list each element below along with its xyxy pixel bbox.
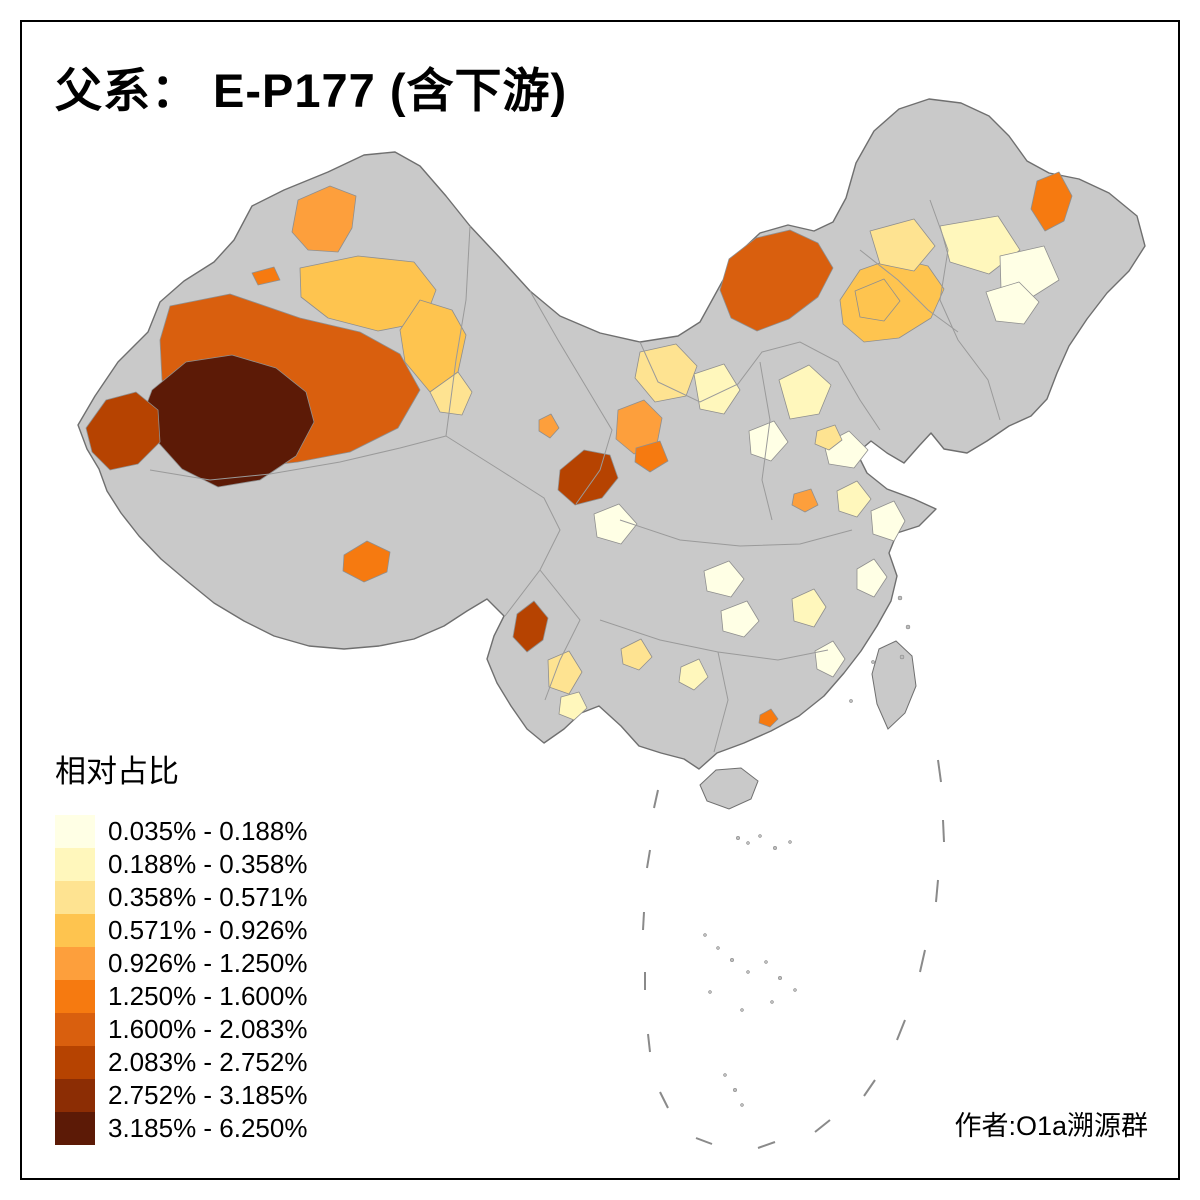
region-yunnan-pale-b — [558, 691, 588, 721]
region-heilongjiang-orange — [1030, 171, 1073, 232]
region-qinghai-dot — [538, 413, 560, 439]
legend-item: 1.600% - 2.083% — [55, 1013, 307, 1046]
region-guizhou-patch — [620, 638, 653, 671]
legend-swatch — [55, 1079, 95, 1112]
region-jiangxi-pale — [791, 588, 827, 628]
region-zhejiang-pale — [856, 558, 888, 598]
hainan-island — [699, 767, 759, 810]
legend-swatch — [55, 848, 95, 881]
region-inner-mongolia-dark — [719, 229, 834, 332]
region-nm-patch-a — [869, 218, 936, 272]
region-lanzhou-dark-dot — [634, 440, 669, 473]
legend-item-label: 0.571% - 0.926% — [108, 915, 308, 945]
province-borders — [149, 199, 1001, 753]
region-altay-north — [291, 185, 357, 253]
legend-items: 0.035% - 0.188% 0.188% - 0.358% 0.358% - 0… — [55, 815, 307, 1145]
legend-swatch — [55, 1046, 95, 1079]
legend-item: 0.358% - 0.571% — [55, 881, 307, 914]
legend-title: 相对占比 — [55, 754, 179, 789]
legend-item-label: 0.926% - 1.250% — [108, 948, 308, 978]
legend-item-label: 1.600% - 2.083% — [108, 1014, 308, 1044]
region-jiangsu-pale — [870, 500, 906, 542]
legend-swatch — [55, 815, 95, 848]
region-hami-south — [429, 371, 473, 416]
region-longdong-patch — [634, 343, 698, 403]
legend-swatch — [55, 881, 95, 914]
region-hanzhong-pale — [593, 503, 638, 545]
legend-item: 1.250% - 1.600% — [55, 980, 307, 1013]
region-guangxi-patch — [678, 658, 709, 691]
legend-item: 0.926% - 1.250% — [55, 947, 307, 980]
attribution-text: 作者:O1a溯源群 — [954, 1111, 1148, 1141]
legend-swatch — [55, 980, 95, 1013]
legend-swatch — [55, 947, 95, 980]
legend-item-label: 0.358% - 0.571% — [108, 882, 308, 912]
legend-swatch — [55, 1112, 95, 1145]
legend-item-label: 0.188% - 0.358% — [108, 849, 308, 879]
legend-swatch — [55, 914, 95, 947]
small-islands — [703, 595, 911, 1107]
region-yunnan-pale-a — [547, 650, 583, 695]
region-tacheng-sliver — [251, 266, 281, 286]
region-beijing-patch — [814, 424, 843, 451]
region-shaanbei-pale — [693, 363, 741, 415]
taiwan-island — [871, 640, 917, 730]
region-west-xinjiang-darkred — [85, 391, 161, 471]
legend-item: 3.185% - 6.250% — [55, 1112, 307, 1145]
region-hebei-pale — [778, 364, 832, 420]
legend-item: 0.188% - 0.358% — [55, 848, 307, 881]
region-nm-patch-b — [854, 278, 901, 322]
colored-regions — [85, 171, 1073, 728]
region-yunnan-dark — [512, 600, 549, 653]
legend-item-label: 0.035% - 0.188% — [108, 816, 308, 846]
legend-item: 2.752% - 3.185% — [55, 1079, 307, 1112]
legend-item: 0.035% - 0.188% — [55, 815, 307, 848]
legend-item: 0.571% - 0.926% — [55, 914, 307, 947]
sea-dash-lines — [642, 759, 945, 1149]
region-hunan-pale — [720, 600, 760, 638]
region-jilin-pale — [985, 281, 1040, 325]
region-hubei-pale — [703, 560, 745, 598]
legend-item-label: 3.185% - 6.250% — [108, 1113, 308, 1143]
map-title: 父系： E-P177 (含下游) — [55, 64, 568, 117]
region-anhui-pale — [836, 480, 872, 518]
region-gannan-dark — [557, 449, 619, 506]
legend-item: 2.083% - 2.752% — [55, 1046, 307, 1079]
legend-item-label: 2.083% - 2.752% — [108, 1047, 308, 1077]
region-fujian-pale — [814, 640, 846, 678]
legend-swatch — [55, 1013, 95, 1046]
region-tibet-orange — [342, 540, 391, 583]
region-shenzhen-orange — [758, 708, 779, 728]
region-jinnan-orange — [791, 488, 819, 513]
legend: 相对占比 0.035% - 0.188% 0.188% - 0.358% 0.358… — [55, 746, 307, 1145]
legend-item-label: 2.752% - 3.185% — [108, 1080, 308, 1110]
legend-item-label: 1.250% - 1.600% — [108, 981, 308, 1011]
